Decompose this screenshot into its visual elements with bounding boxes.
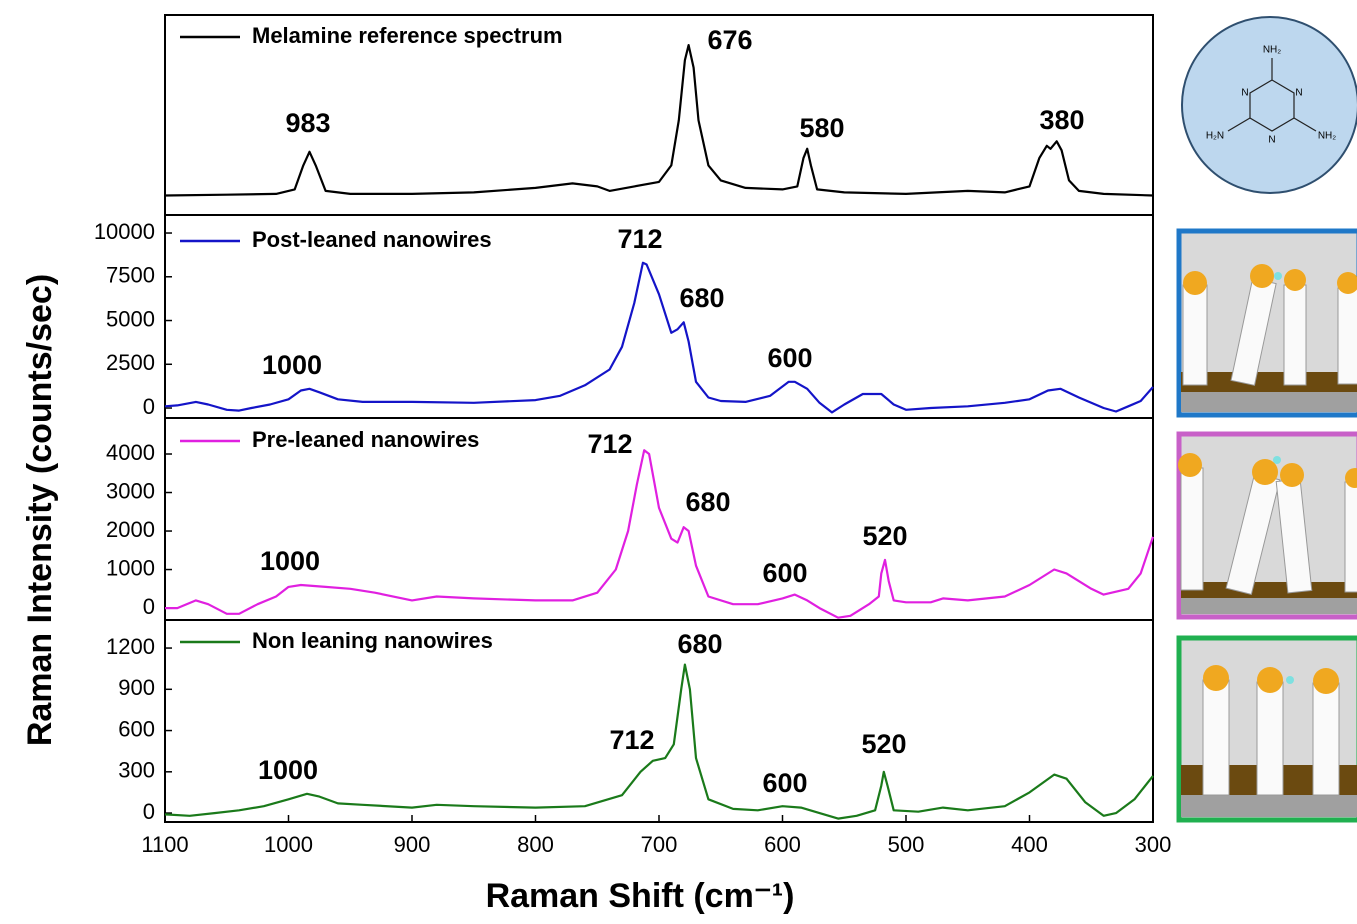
- x-tick-label: 500: [888, 832, 925, 857]
- atom-label: NH₂: [1263, 45, 1281, 56]
- spectrum-line: [164, 663, 1154, 820]
- peak-label: 600: [762, 768, 807, 798]
- y-tick-label: 2500: [106, 350, 155, 375]
- cap: [1337, 272, 1357, 294]
- x-tick-label: 300: [1135, 832, 1172, 857]
- peak-label: 1000: [258, 755, 318, 785]
- cap: [1284, 269, 1306, 291]
- x-tick-label: 900: [394, 832, 431, 857]
- y-tick-label: 1000: [106, 555, 155, 580]
- molecule-dot: [1274, 272, 1282, 280]
- atom-label: N: [1268, 135, 1275, 146]
- substrate: [1181, 372, 1357, 392]
- y-tick-label: 10000: [94, 219, 155, 244]
- peak-label: 676: [707, 25, 752, 55]
- y-tick-label: 900: [118, 675, 155, 700]
- base: [1181, 392, 1357, 412]
- atom-label: NH₂: [1318, 131, 1336, 142]
- peak-label: 520: [862, 521, 907, 551]
- base: [1181, 795, 1357, 817]
- cap: [1250, 264, 1274, 288]
- nanowire: [1182, 284, 1208, 386]
- atom-label: N: [1241, 88, 1248, 99]
- cap: [1280, 463, 1304, 487]
- cap: [1183, 271, 1207, 295]
- y-tick-label: 2000: [106, 517, 155, 542]
- y-tick-label: 5000: [106, 306, 155, 331]
- y-tick-label: 600: [118, 716, 155, 741]
- y-tick-label: 4000: [106, 440, 155, 465]
- molecule-icon: NH₂ N N N H₂N NH₂: [1181, 16, 1357, 194]
- peak-label: 680: [685, 487, 730, 517]
- peak-label: 712: [609, 725, 654, 755]
- legend-label: Pre-leaned nanowires: [252, 427, 479, 452]
- y-tick-label: 3000: [106, 478, 155, 503]
- pre-leaned-illustration: [1176, 431, 1357, 620]
- y-axis-title: Raman Intensity (counts/sec): [21, 274, 59, 746]
- y-tick-label: 7500: [106, 263, 155, 288]
- cap: [1203, 665, 1229, 691]
- spectrum-line: [164, 44, 1154, 197]
- x-tick-label: 1000: [264, 832, 313, 857]
- x-tick-label: 800: [517, 832, 554, 857]
- peak-label: 380: [1039, 105, 1084, 135]
- atom-label: N: [1295, 88, 1302, 99]
- spectrum-line: [165, 449, 1155, 619]
- molecule-bond: [1293, 117, 1317, 132]
- y-tick-label: 0: [143, 594, 155, 619]
- post-leaned-illustration: [1176, 228, 1357, 418]
- y-tick-label: 0: [143, 394, 155, 419]
- peak-label: 712: [587, 429, 632, 459]
- molecule-circle: [1181, 16, 1357, 194]
- legend-label: Melamine reference spectrum: [252, 23, 563, 48]
- peak-label: 680: [677, 629, 722, 659]
- peak-label: 600: [762, 558, 807, 588]
- peak-label: 712: [617, 224, 662, 254]
- cap: [1257, 667, 1283, 693]
- legend-label: Non leaning nanowires: [252, 628, 493, 653]
- nanowire: [1180, 467, 1204, 591]
- peak-label: 680: [679, 283, 724, 313]
- cap: [1313, 668, 1339, 694]
- spectrum-line: [164, 261, 1154, 414]
- y-tick-label: 300: [118, 758, 155, 783]
- non-leaning-illustration: [1176, 635, 1357, 823]
- peak-label: 600: [767, 343, 812, 373]
- y-tick-label: 1200: [106, 634, 155, 659]
- nanowire: [1256, 681, 1284, 796]
- base: [1181, 598, 1357, 614]
- nanowire: [1202, 679, 1230, 796]
- x-tick-label: 400: [1011, 832, 1048, 857]
- legend-label: Post-leaned nanowires: [252, 227, 492, 252]
- x-axis-title: Raman Shift (cm⁻¹): [486, 877, 795, 915]
- cap: [1178, 453, 1202, 477]
- x-tick-label: 1100: [141, 832, 188, 857]
- y-tick-label: 0: [143, 799, 155, 824]
- peak-label: 520: [861, 729, 906, 759]
- x-tick-label: 600: [764, 832, 801, 857]
- molecule-bond: [1227, 117, 1251, 132]
- nanowire: [1337, 287, 1357, 385]
- molecule-dot: [1273, 456, 1281, 464]
- nanowire: [1344, 481, 1357, 593]
- peak-label: 983: [285, 108, 330, 138]
- nanowire: [1312, 682, 1340, 796]
- cap: [1252, 459, 1278, 485]
- molecule-dot: [1286, 676, 1294, 684]
- peak-label: 580: [799, 113, 844, 143]
- nanowire: [1283, 284, 1307, 386]
- peak-label: 1000: [262, 350, 322, 380]
- x-tick-label: 700: [641, 832, 678, 857]
- molecule-bonds: [1249, 58, 1295, 132]
- cap: [1345, 468, 1357, 488]
- atom-label: H₂N: [1206, 131, 1224, 142]
- peak-label: 1000: [260, 546, 320, 576]
- substrate: [1181, 582, 1357, 598]
